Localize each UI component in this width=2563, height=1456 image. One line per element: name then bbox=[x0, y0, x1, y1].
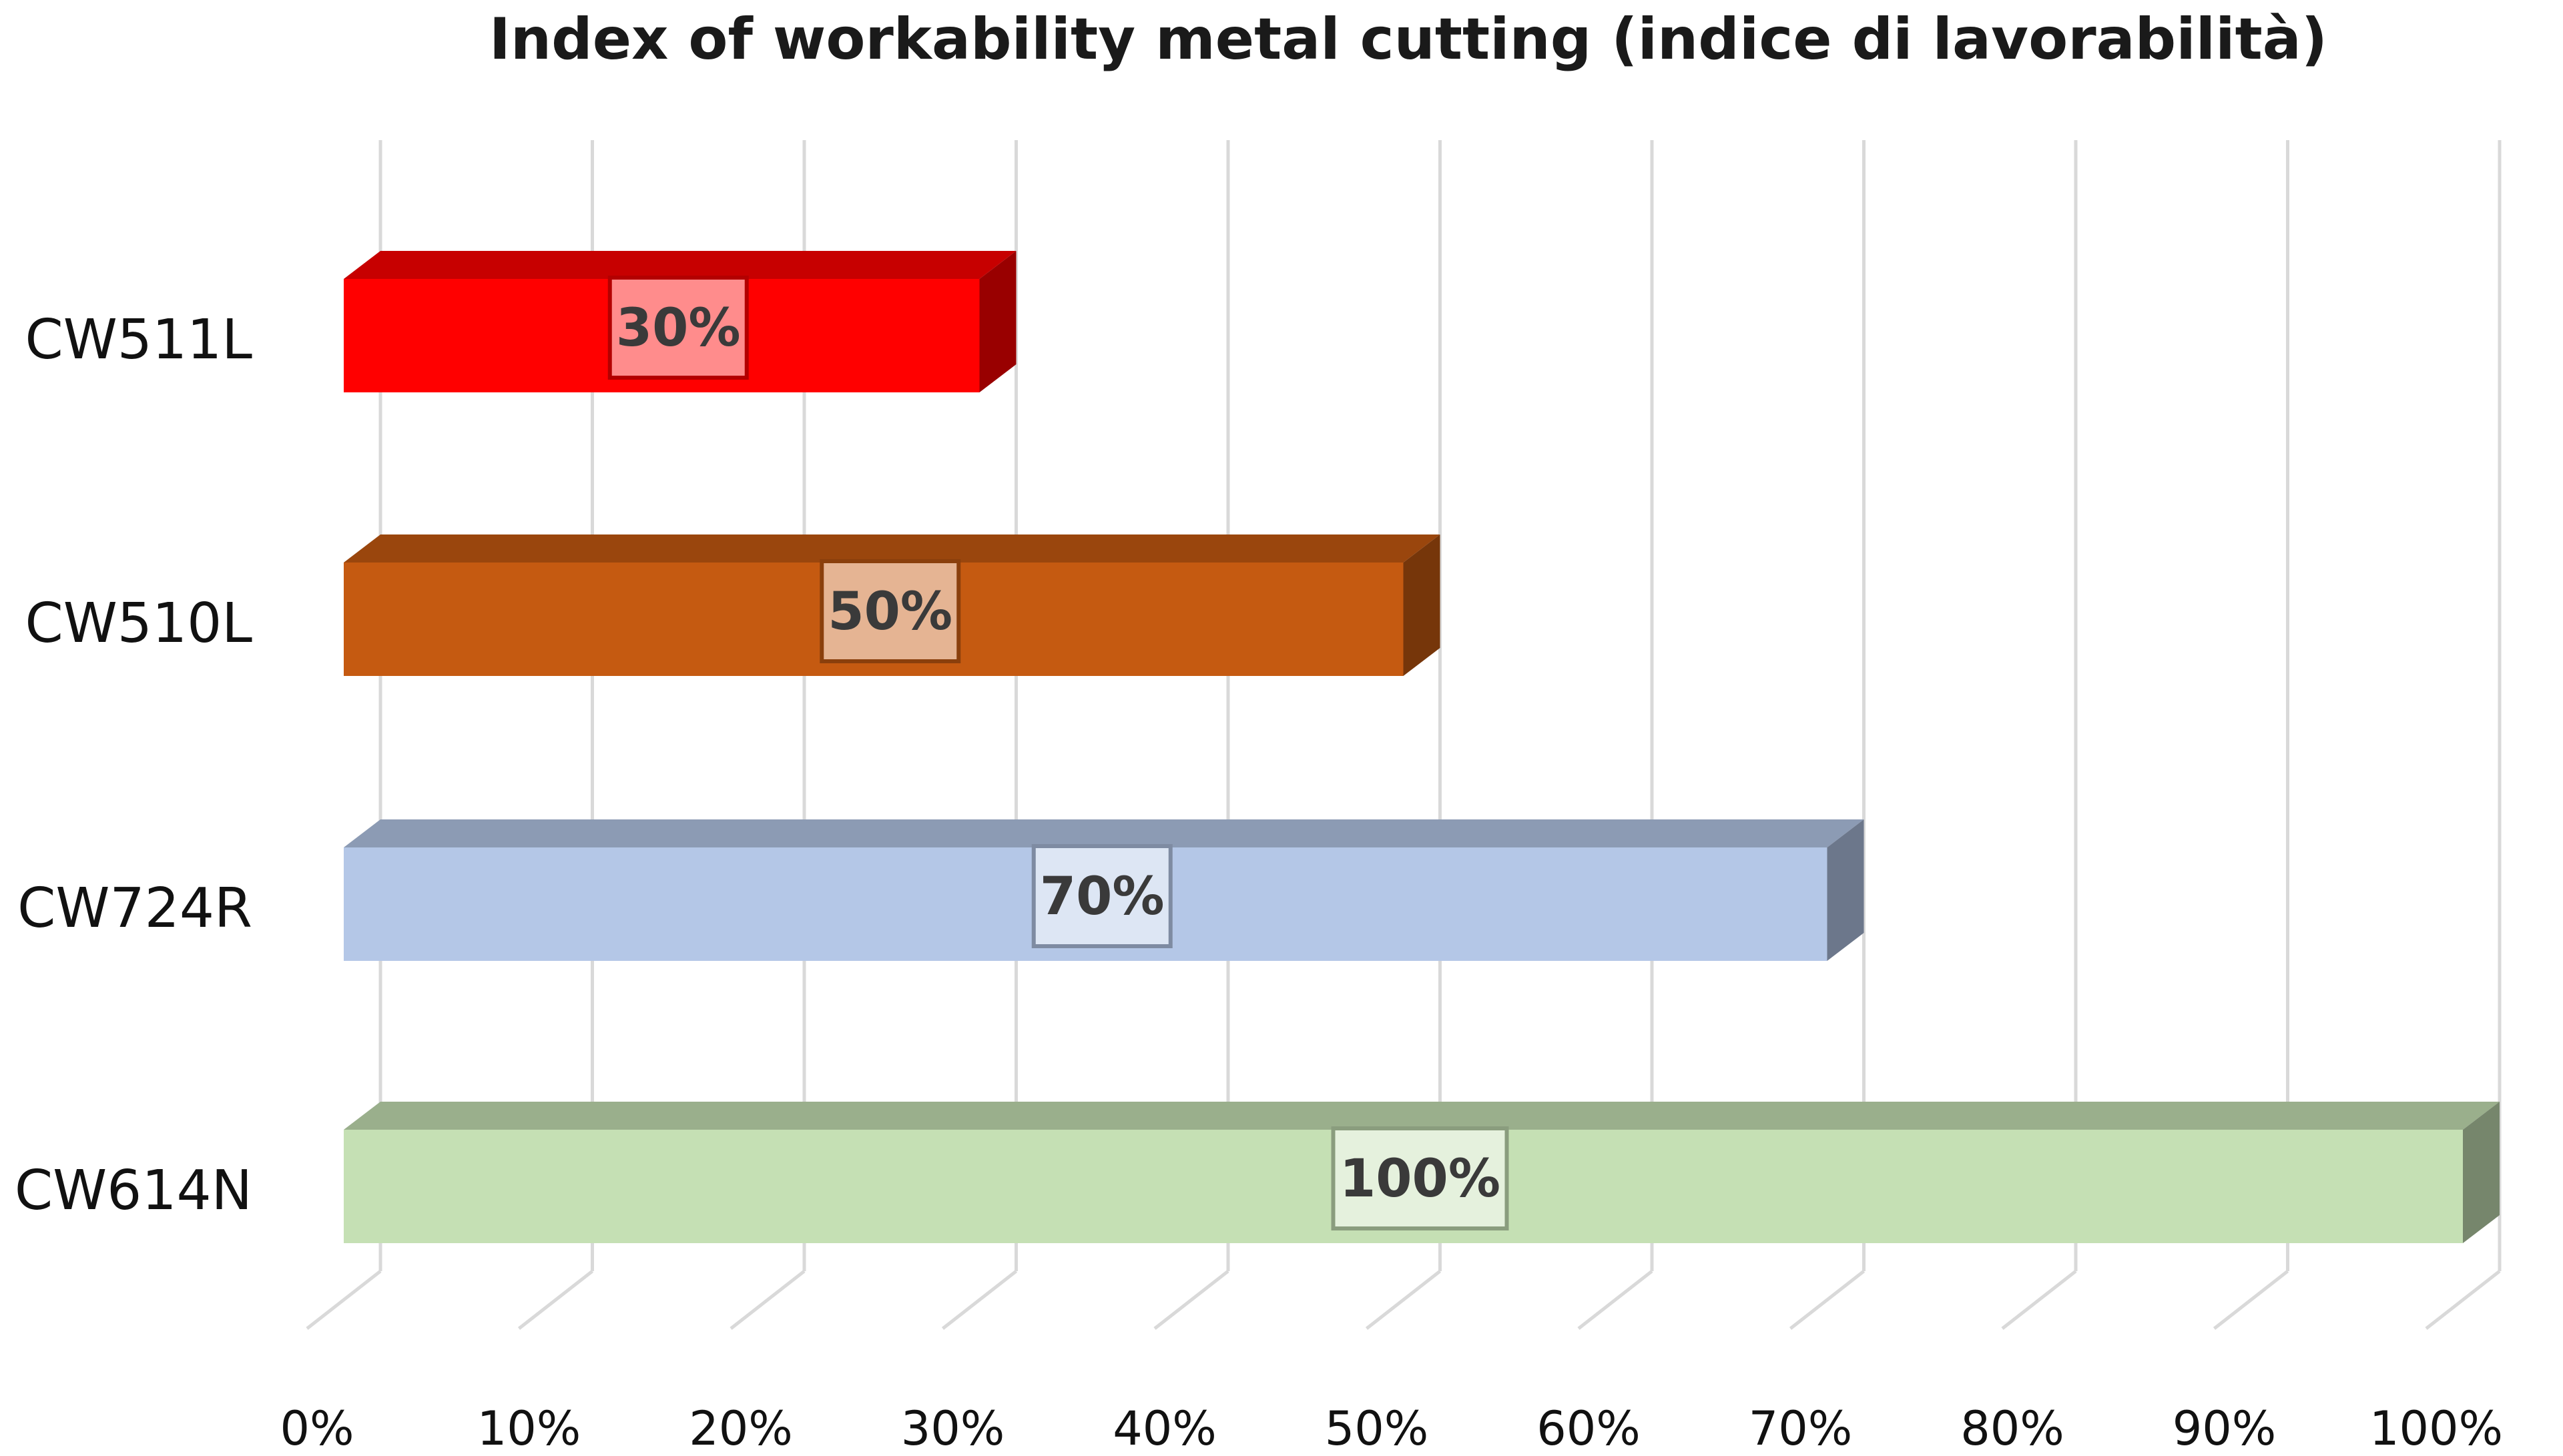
data-label: 70% bbox=[1040, 867, 1165, 927]
x-tick-label: 10% bbox=[477, 1401, 581, 1456]
data-label: 50% bbox=[828, 582, 952, 642]
data-label-box bbox=[1031, 844, 1173, 948]
x-tick-label: 40% bbox=[1113, 1401, 1217, 1456]
bar-top-face bbox=[344, 534, 1440, 563]
category-label: CW511L bbox=[25, 308, 252, 372]
floor-line bbox=[517, 1270, 594, 1330]
x-tick-label: 90% bbox=[2173, 1401, 2277, 1456]
data-label: 100% bbox=[1340, 1149, 1500, 1209]
floor-line bbox=[1153, 1270, 1229, 1330]
data-label: 30% bbox=[616, 298, 741, 358]
bar-side-face bbox=[979, 251, 1017, 392]
floor-line bbox=[1789, 1270, 1866, 1330]
floor-line bbox=[2213, 1270, 2289, 1330]
x-tick-label: 60% bbox=[1536, 1401, 1641, 1456]
bar-side-face bbox=[1827, 819, 1864, 961]
bar-side-face bbox=[1403, 534, 1440, 676]
floor-line bbox=[306, 1270, 382, 1330]
floor-line bbox=[1577, 1270, 1653, 1330]
bar-top-face bbox=[344, 251, 1017, 279]
x-tick-label: 80% bbox=[1960, 1401, 2064, 1456]
x-tick-label: 20% bbox=[689, 1401, 793, 1456]
data-label-box bbox=[607, 276, 749, 380]
x-tick-label: 100% bbox=[2369, 1401, 2503, 1456]
data-label-box bbox=[820, 559, 961, 663]
x-tick-label: 30% bbox=[901, 1401, 1005, 1456]
floor-line bbox=[730, 1270, 806, 1330]
bar-side-face bbox=[2463, 1102, 2500, 1243]
x-tick-label: 0% bbox=[280, 1401, 354, 1456]
labels: 0% 10% 20% 30% 40% 50% 60% 70% 80% 90% 100% 30% CW51… bbox=[15, 276, 2503, 1456]
x-tick-label: 50% bbox=[1325, 1401, 1429, 1456]
data-label-box bbox=[1331, 1126, 1509, 1230]
floor-line bbox=[941, 1270, 1018, 1330]
floor-line bbox=[1365, 1270, 1442, 1330]
floor-line bbox=[2425, 1270, 2501, 1330]
category-label: CW510L bbox=[25, 592, 252, 655]
category-label: CW614N bbox=[15, 1159, 252, 1222]
bar-top-face bbox=[344, 819, 1864, 847]
category-label: CW724R bbox=[17, 877, 252, 940]
chart-title: Index of workability metal cutting (indi… bbox=[489, 6, 2327, 73]
bar-top-face bbox=[344, 1102, 2500, 1130]
x-tick-label: 70% bbox=[1749, 1401, 1853, 1456]
floor-line bbox=[2001, 1270, 2077, 1330]
